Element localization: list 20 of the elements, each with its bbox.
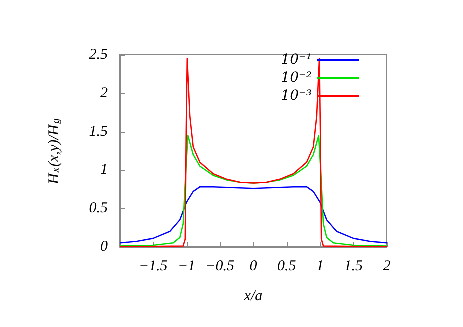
- x-tick-label: −1: [178, 258, 196, 274]
- x-tick-label: 0: [250, 258, 258, 274]
- y-tick-label: 2: [100, 85, 108, 102]
- x-tick-label: −1.5: [138, 258, 168, 274]
- line-series: [119, 186, 388, 244]
- legend-label: 10⁻³: [281, 88, 312, 104]
- x-tick-label: −0.5: [206, 258, 236, 274]
- x-tick-label: 2: [383, 258, 392, 274]
- x-tick-label: 1.5: [344, 258, 364, 274]
- y-tick-label: 1.5: [89, 124, 108, 140]
- legend-label: 10⁻²: [281, 70, 312, 86]
- y-tick-label: 0: [100, 239, 108, 255]
- y-axis-title: Hx(x,y)/Hg: [46, 118, 62, 186]
- y-tick-label: 2.5: [89, 47, 108, 63]
- x-tick-label: 1: [316, 258, 324, 274]
- y-tick-label: 0.5: [89, 200, 108, 217]
- y-tick-label: 1: [100, 162, 108, 178]
- x-axis-title: x/a: [243, 288, 263, 304]
- x-tick-label: 0.5: [278, 258, 297, 274]
- legend-label: 10⁻¹: [281, 52, 312, 68]
